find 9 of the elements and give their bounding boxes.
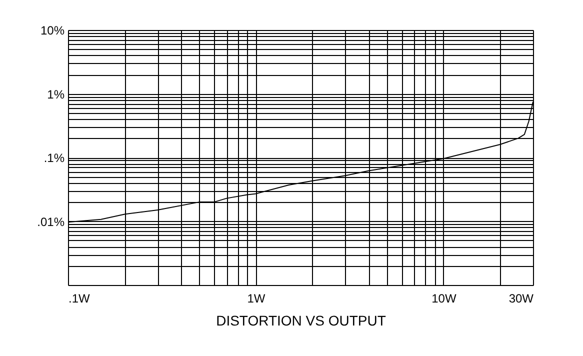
- y-tick-label: .01%: [37, 214, 65, 229]
- x-tick-label: 10W: [432, 292, 457, 306]
- y-tick-label: 10%: [40, 24, 65, 38]
- x-tick-label: .1W: [68, 292, 91, 306]
- y-tick-label: .1%: [44, 151, 65, 165]
- y-tick-label: 1%: [47, 87, 65, 102]
- x-tick-label: 30W: [508, 292, 534, 306]
- x-tick-label: 1W: [247, 292, 266, 306]
- x-axis-title: DISTORTION VS OUTPUT: [216, 312, 386, 328]
